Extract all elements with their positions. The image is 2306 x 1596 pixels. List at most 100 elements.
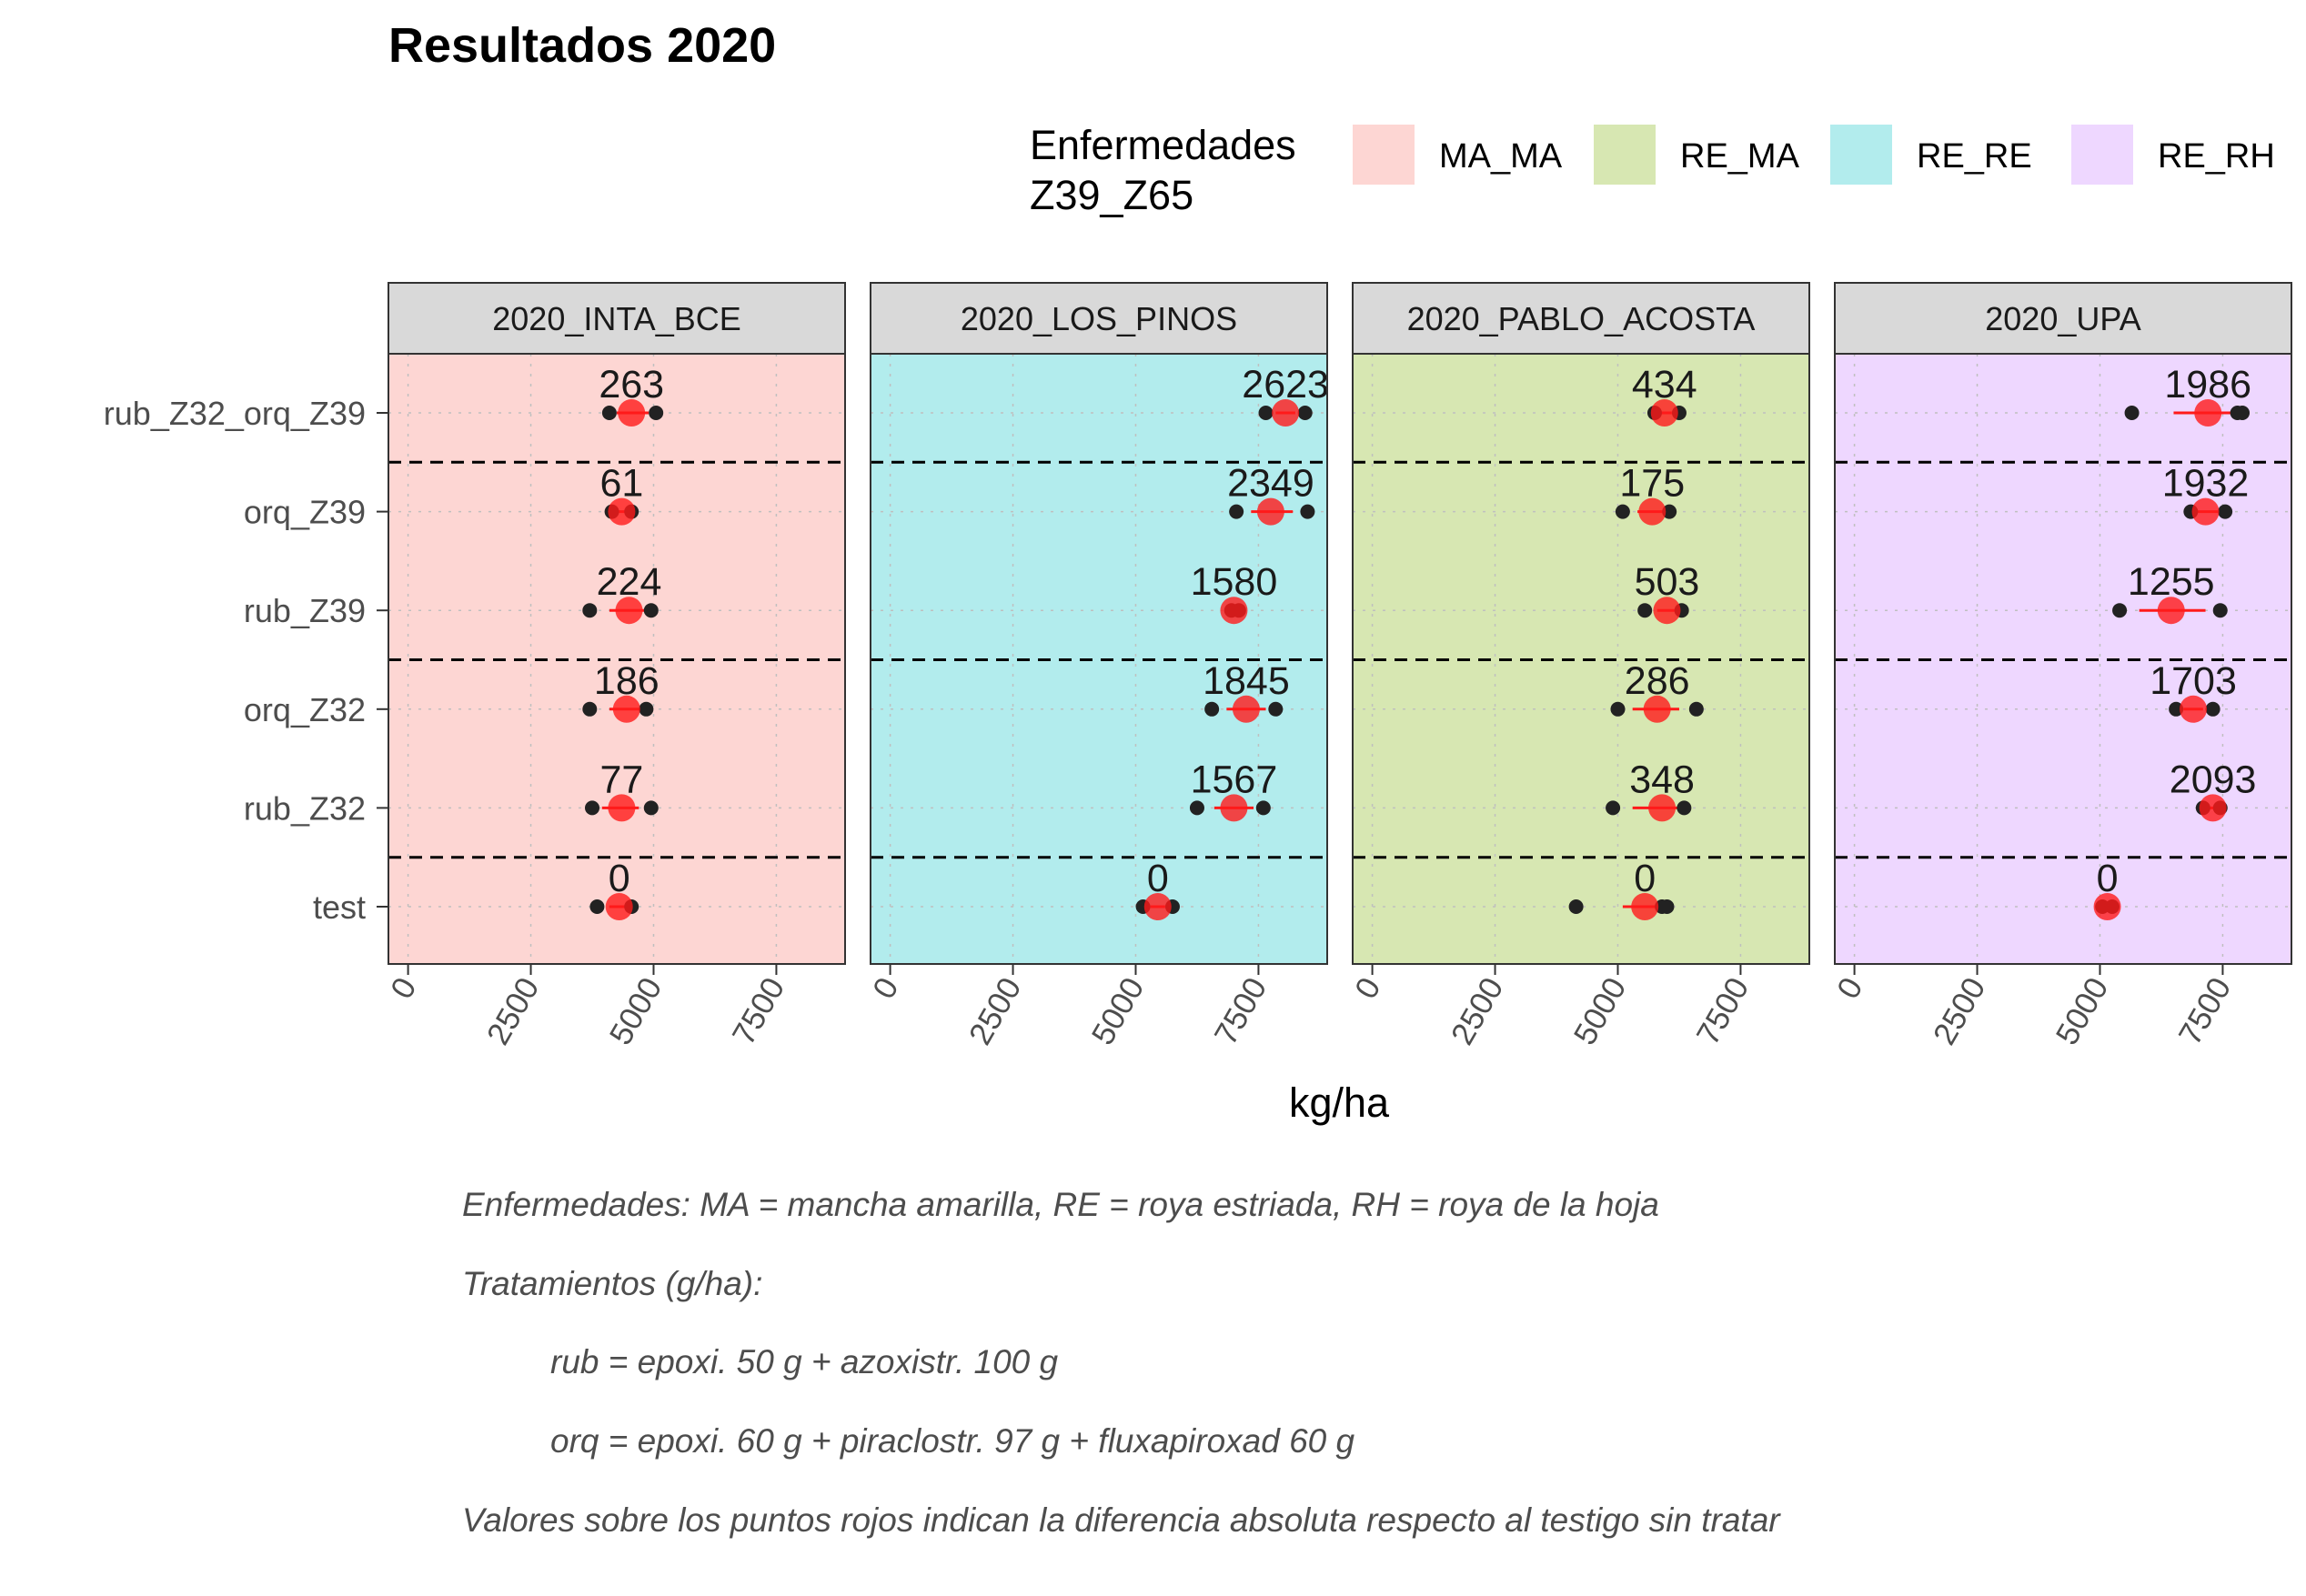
- raw-point: [2205, 701, 2220, 717]
- difference-label: 1932: [2162, 462, 2250, 506]
- raw-point: [1677, 800, 1692, 816]
- raw-point: [1606, 800, 1621, 816]
- y-tick-label: rub_Z32_orq_Z39: [104, 395, 366, 432]
- difference-label: 0: [1634, 857, 1656, 900]
- x-tick-label: 5000: [1085, 972, 1152, 1051]
- difference-label: 1255: [2128, 560, 2215, 604]
- legend-label-ma_ma: MA_MA: [1439, 137, 1563, 176]
- raw-point: [2112, 603, 2128, 618]
- raw-point: [2124, 406, 2140, 420]
- raw-point: [1204, 701, 1220, 717]
- panel-border: [1352, 353, 1810, 965]
- raw-point: [1297, 406, 1313, 420]
- facet-strip-label: 2020_LOS_PINOS: [961, 300, 1237, 337]
- x-tick-label: 7500: [1208, 972, 1274, 1051]
- raw-point: [639, 701, 654, 717]
- mean-point: [1272, 399, 1300, 427]
- x-tick-label: 2500: [480, 972, 547, 1051]
- caption-line: Valores sobre los puntos rojos indican l…: [462, 1501, 1781, 1539]
- x-tick-label: 2500: [962, 972, 1029, 1051]
- mean-point: [1631, 893, 1659, 920]
- raw-point: [589, 899, 605, 914]
- difference-label: 1845: [1203, 659, 1290, 703]
- raw-point: [643, 800, 659, 816]
- x-tick-label: 7500: [726, 972, 792, 1051]
- caption-line: Tratamientos (g/ha):: [462, 1265, 762, 1302]
- x-tick-label: 2500: [1927, 972, 1993, 1051]
- raw-point: [1659, 899, 1675, 914]
- raw-point: [1662, 504, 1677, 519]
- mean-point: [1220, 597, 1248, 625]
- mean-point: [618, 399, 646, 427]
- raw-point: [1189, 800, 1204, 816]
- raw-point: [649, 406, 664, 420]
- x-tick-label: 5000: [603, 972, 670, 1051]
- facet-strip-label: 2020_UPA: [1985, 300, 2140, 337]
- mean-point: [2191, 497, 2220, 526]
- mean-point: [1232, 695, 1260, 723]
- raw-point: [1610, 701, 1626, 717]
- raw-point: [601, 406, 617, 420]
- x-tick-label: 0: [1348, 972, 1388, 1005]
- x-tick-label: 0: [384, 972, 424, 1005]
- legend-key-re_rh: [2071, 125, 2133, 185]
- y-tick-label: test: [313, 888, 366, 926]
- raw-point: [585, 800, 600, 816]
- mean-point: [1650, 399, 1678, 427]
- raw-point: [2169, 701, 2184, 717]
- y-tick-label: rub_Z39: [244, 592, 366, 629]
- caption-line: rub = epoxi. 50 g + azoxistr. 100 g: [550, 1343, 1059, 1380]
- panel-border: [1834, 353, 2292, 965]
- caption-line: Enfermedades: MA = mancha amarilla, RE =…: [462, 1186, 1659, 1223]
- mean-point: [2180, 695, 2208, 723]
- raw-point: [1688, 701, 1704, 717]
- mean-point: [605, 893, 633, 920]
- x-tick-label: 0: [866, 972, 906, 1005]
- difference-label: 1567: [1191, 758, 1278, 801]
- difference-label: 61: [599, 462, 643, 506]
- x-tick-label: 7500: [2172, 972, 2239, 1051]
- y-tick-label: orq_Z32: [244, 691, 366, 728]
- mean-point: [1638, 497, 1667, 526]
- legend-label-re_rh: RE_RH: [2158, 137, 2275, 176]
- raw-point: [1255, 800, 1271, 816]
- mean-point: [2194, 399, 2222, 427]
- difference-label: 2093: [2170, 758, 2257, 801]
- difference-label: 224: [597, 560, 662, 604]
- legend-key-re_re: [1830, 125, 1892, 185]
- difference-label: 503: [1635, 560, 1700, 604]
- legend-key-ma_ma: [1353, 125, 1415, 185]
- x-tick-label: 7500: [1690, 972, 1757, 1051]
- difference-label: 434: [1632, 363, 1697, 407]
- difference-label: 263: [599, 363, 664, 407]
- mean-point: [2157, 597, 2185, 625]
- raw-point: [1637, 603, 1653, 618]
- mean-point: [612, 695, 640, 723]
- caption-line: orq = epoxi. 60 g + piraclostr. 97 g + f…: [550, 1422, 1355, 1460]
- difference-label: 0: [1147, 857, 1169, 900]
- x-tick-label: 2500: [1445, 972, 1511, 1051]
- difference-label: 2623: [1242, 363, 1329, 407]
- raw-point: [582, 701, 598, 717]
- mean-point: [1256, 497, 1284, 526]
- y-tick-label: orq_Z39: [244, 494, 366, 531]
- raw-point: [1258, 406, 1274, 420]
- raw-point: [1568, 899, 1584, 914]
- difference-label: 77: [599, 758, 643, 801]
- facet-strip: [870, 282, 1328, 355]
- chart-title: Resultados 2020: [388, 18, 776, 73]
- x-tick-label: 5000: [1567, 972, 1634, 1051]
- panel-border: [870, 353, 1328, 965]
- y-tick-label: rub_Z32: [244, 789, 366, 827]
- facet-strip: [1352, 282, 1810, 355]
- mean-point: [1143, 893, 1172, 920]
- x-axis-label: kg/ha: [1289, 1079, 1390, 1126]
- mean-point: [2093, 893, 2121, 920]
- raw-point: [1615, 504, 1630, 519]
- difference-label: 186: [594, 659, 660, 703]
- facet-strip-label: 2020_INTA_BCE: [492, 300, 740, 337]
- difference-label: 1986: [2164, 363, 2251, 407]
- legend-title-line: Z39_Z65: [1030, 172, 1193, 218]
- panel-border: [388, 353, 846, 965]
